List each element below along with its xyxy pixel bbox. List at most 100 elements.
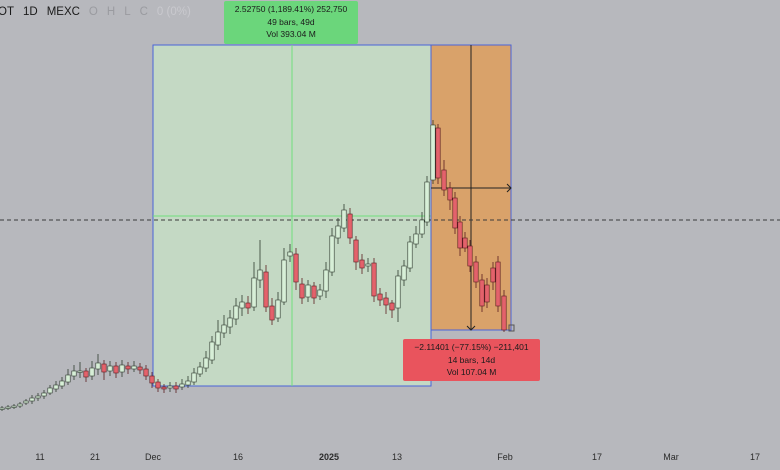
candle-down <box>473 256 479 288</box>
change-value: 0 (0%) <box>156 6 191 18</box>
price-scale-marker-icon <box>508 324 515 332</box>
candle-up <box>65 369 71 385</box>
interval-label[interactable]: 1D <box>22 6 38 18</box>
candle-up <box>221 315 227 338</box>
candle-up <box>11 404 17 409</box>
candle-down <box>467 240 473 272</box>
candle-up <box>239 295 245 316</box>
candle-down <box>299 278 305 304</box>
candle-up <box>23 399 29 405</box>
candle-down <box>125 362 131 374</box>
candle-down <box>173 382 179 393</box>
candle-down <box>155 379 161 392</box>
candle-down <box>101 360 107 380</box>
candle-down <box>311 282 317 304</box>
candle-down <box>389 300 395 318</box>
candle-down <box>149 372 155 388</box>
candle-up <box>35 393 41 401</box>
candle-down <box>245 296 251 314</box>
candle-up <box>131 361 137 372</box>
candles <box>0 120 507 411</box>
candle-down <box>353 236 359 270</box>
symbol-name[interactable]: OT <box>0 6 14 18</box>
long-arrow-right-icon <box>506 183 512 193</box>
candle-up <box>41 390 47 399</box>
candle-up <box>89 361 95 380</box>
measure-down-volume: Vol 107.04 M <box>446 367 497 377</box>
candle-down <box>371 258 377 302</box>
candle-up <box>341 204 347 232</box>
candle-up <box>203 351 209 372</box>
candle-down <box>269 298 275 325</box>
candle-down <box>495 256 501 312</box>
candle-up <box>71 365 77 380</box>
symbol-header: OT 1D MEXC O H L C 0 (0%) <box>0 4 191 20</box>
candle-down <box>161 384 167 393</box>
candle-up <box>275 292 281 322</box>
time-axis-label: Mar <box>663 452 679 462</box>
candle-down <box>293 248 299 290</box>
candle-up <box>215 320 221 350</box>
close-label: C <box>139 6 148 18</box>
measure-up-zone <box>152 44 432 387</box>
candle-up <box>317 284 323 300</box>
time-axis-label: Dec <box>144 452 162 462</box>
candle-down <box>359 254 365 274</box>
open-label: O <box>88 6 98 18</box>
measure-up-bars: 49 bars, 49d <box>267 16 315 27</box>
candle-up <box>53 381 59 392</box>
time-axis[interactable]: 11 21 Dec 16 2025 13 Feb 17 Mar 17 <box>0 452 780 468</box>
candle-up <box>77 362 83 378</box>
candle-down <box>441 160 447 196</box>
candle-up <box>287 244 293 262</box>
candle-up <box>197 362 203 377</box>
measure-down-price-change: −2.11401 (−77.15%) −211,401 <box>414 342 529 352</box>
time-axis-label: 21 <box>89 452 101 462</box>
time-axis-label: 17 <box>591 452 603 462</box>
measure-up-label: 2.52750 (1,189.41%) 252,750 49 bars, 49d… <box>224 1 358 44</box>
candle-up <box>47 385 53 395</box>
candle-down <box>383 292 389 314</box>
measure-down-bars: 14 bars, 14d <box>447 354 496 365</box>
candle-up <box>335 218 341 244</box>
candle-up <box>209 336 215 364</box>
candle-up <box>323 262 329 298</box>
candle-up <box>251 262 257 311</box>
candle-up <box>29 395 35 404</box>
measure-up-price-change: 2.52750 (1,189.41%) 252,750 <box>234 4 348 14</box>
exchange-label: MEXC <box>46 6 80 18</box>
candle-down <box>113 362 119 378</box>
candle-down <box>137 363 143 374</box>
candle-up <box>430 120 436 184</box>
candle-up <box>185 376 191 388</box>
candle-up <box>95 354 101 375</box>
high-label: H <box>106 6 116 18</box>
candle-up <box>281 248 287 305</box>
time-axis-label: 16 <box>232 452 244 462</box>
low-label: L <box>124 6 131 18</box>
candle-up <box>59 377 65 389</box>
measure-up-volume: Vol 393.04 M <box>266 29 316 39</box>
candle-up <box>419 212 425 238</box>
candle-up <box>365 258 371 272</box>
candle-up <box>407 236 413 272</box>
time-axis-label: 11 <box>35 452 45 462</box>
candle-down <box>484 278 490 308</box>
candle-up <box>191 368 197 385</box>
candle-up <box>107 361 113 376</box>
candle-up <box>5 405 11 410</box>
candle-up <box>17 402 23 408</box>
candle-down <box>377 288 383 306</box>
down-arrow-icon <box>466 325 476 331</box>
candle-down <box>263 265 269 312</box>
candle-down <box>457 216 463 256</box>
time-axis-label: 17 <box>749 452 761 462</box>
candle-down <box>447 182 453 210</box>
candle-down <box>490 262 496 290</box>
candle-up <box>233 298 239 325</box>
candle-up <box>227 310 233 334</box>
candle-down <box>435 124 441 184</box>
candle-up <box>179 379 185 390</box>
time-axis-label: 13 <box>391 452 403 462</box>
